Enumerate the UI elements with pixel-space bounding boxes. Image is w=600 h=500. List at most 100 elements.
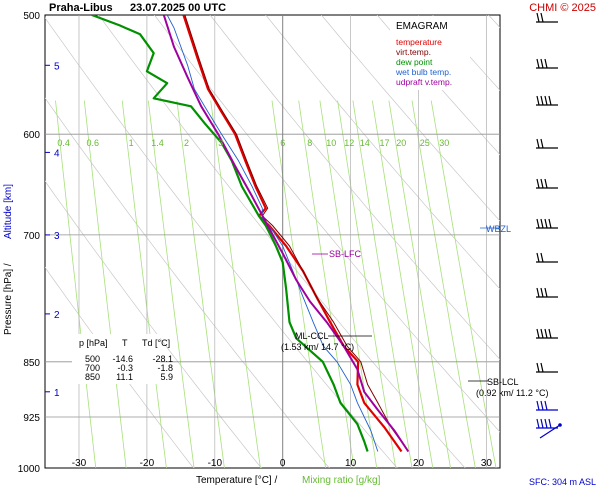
temperature-tick-label: -20: [140, 458, 155, 469]
sb-lfc-label: SB-LFC: [329, 249, 362, 259]
mixing-ratio-line: [121, 100, 167, 468]
wind-barb-feather: [536, 328, 540, 339]
sounding-time: 23.07.2025 00 UTC: [130, 2, 226, 14]
table-cell: -0.3: [117, 363, 133, 373]
wind-barb-feather: [536, 418, 540, 429]
mixing-ratio-label: 6: [280, 138, 285, 148]
wind-barb-feather: [536, 218, 540, 229]
table-cell: 700: [85, 363, 100, 373]
wind-barb-feather: [544, 95, 548, 106]
dry-adiabat: [98, 15, 466, 468]
mixing-ratio-line: [298, 100, 355, 468]
wind-barb: [536, 138, 558, 149]
legend-title: EMAGRAM: [396, 21, 448, 32]
wind-barb-feather: [544, 328, 548, 339]
wind-barb-feather: [540, 362, 544, 373]
mixing-ratio-label: 0.6: [86, 138, 99, 148]
wind-barb: [536, 287, 558, 298]
ml-ccl-label: ML-CCL: [295, 331, 329, 341]
table-header-t: T: [122, 338, 128, 348]
table-cell: 11.1: [116, 372, 133, 382]
pressure-tick-label: 600: [23, 130, 40, 141]
wind-barb-dot: [558, 423, 562, 427]
wind-barb: [536, 400, 558, 411]
mixing-ratio-line: [210, 100, 261, 468]
temperature-tick-label: -10: [208, 458, 223, 469]
wind-barb-feather: [536, 400, 540, 411]
wind-barbs: [536, 12, 562, 439]
mixing-ratio-label: 1.4: [151, 138, 164, 148]
temperature-tick-label: 20: [413, 458, 425, 469]
mixing-ratio-label: 2: [184, 138, 189, 148]
credit-label: CHMI © 2025: [529, 2, 596, 14]
wind-barb: [536, 95, 558, 106]
series-dew-point: [91, 15, 369, 452]
wbzl-label: WBZL: [486, 224, 511, 234]
x-axis-label-mixing: Mixing ratio [g/kg]: [302, 475, 381, 486]
pressure-tick-label: 1000: [18, 464, 41, 475]
mixing-ratio-line: [55, 100, 97, 468]
wind-barb-feather: [536, 58, 540, 69]
pressure-tick-label: 700: [23, 231, 40, 242]
dry-adiabat: [45, 180, 262, 468]
wind-barb-feather: [540, 58, 544, 69]
wind-barb: [539, 423, 562, 439]
wind-barb-feather: [544, 400, 548, 411]
mixing-ratio-line: [83, 100, 127, 468]
ml-ccl-value: (1.53 km/ 14.7 °C): [281, 342, 354, 352]
table-cell: -1.8: [157, 363, 173, 373]
y-axis-label: Pressure [hPa] /: [3, 263, 14, 335]
wind-barb: [536, 328, 558, 339]
series-udpraft-v-temp: [162, 15, 410, 453]
mixing-ratio-label: 0.4: [57, 138, 70, 148]
y-axis-label-altitude: Altitude [km]: [3, 184, 14, 239]
legend-dew-point: dew point: [396, 57, 433, 67]
mixing-ratio-label: 17: [379, 138, 389, 148]
mixing-ratio-labels: 0.4 0.6 1 1.4 2 3 6 8 10 12 14 17 20 25 30: [57, 138, 449, 148]
wind-barb-feather: [540, 400, 544, 411]
legend-updraft: udpraft v.temp.: [396, 77, 452, 87]
altitude-tick-label: 3: [54, 231, 60, 242]
wind-barb-feather: [548, 418, 552, 429]
wind-barb-feather: [544, 58, 548, 69]
table-cell: 500: [85, 354, 100, 364]
wind-barb-feather: [540, 328, 544, 339]
surface-label: SFC: 304 m ASL: [529, 477, 596, 487]
temperature-tick-label: 0: [280, 458, 286, 469]
series-temperature: [182, 15, 403, 453]
series-virt-temp: [184, 15, 409, 452]
mixing-ratio-label: 12: [344, 138, 354, 148]
wind-barb-feather: [548, 328, 552, 339]
pressure-tick-label: 850: [23, 358, 40, 369]
legend: EMAGRAM temperature virt.temp. dew point…: [390, 16, 470, 90]
dry-adiabat: [209, 15, 500, 360]
wind-barb-feather: [540, 178, 544, 189]
wind-barb-staff: [539, 424, 561, 439]
wind-barb-feather: [540, 218, 544, 229]
wind-barb: [536, 58, 558, 69]
dry-adiabat: [45, 17, 398, 468]
wind-barb-feather: [544, 287, 548, 298]
altitude-tick-label: 1: [54, 388, 60, 399]
mixing-ratio-label: 20: [396, 138, 406, 148]
dry-adiabat: [321, 15, 500, 222]
mixing-ratio-label: 25: [420, 138, 430, 148]
station-title: Praha-Libus: [49, 2, 113, 14]
dry-adiabat: [520, 0, 600, 487]
temperature-tick-label: 30: [481, 458, 493, 469]
pressure-tick-label: 925: [23, 413, 40, 424]
mixing-ratio-line: [411, 100, 476, 468]
dry-adiabat: [376, 15, 500, 156]
legend-virt-temp: virt.temp.: [396, 47, 431, 57]
wind-barb-feather: [540, 418, 544, 429]
sb-lcl-label: SB-LCL: [487, 377, 519, 387]
wind-barb: [536, 418, 558, 429]
mixing-ratio-line: [371, 100, 434, 468]
wind-barb: [536, 252, 558, 263]
mixing-ratio-label: 8: [307, 138, 312, 148]
wind-barb-feather: [540, 252, 544, 263]
temperature-tick-label: -30: [72, 458, 87, 469]
table-cell: -14.6: [112, 354, 133, 364]
altitude-tick-label: 4: [54, 148, 60, 159]
